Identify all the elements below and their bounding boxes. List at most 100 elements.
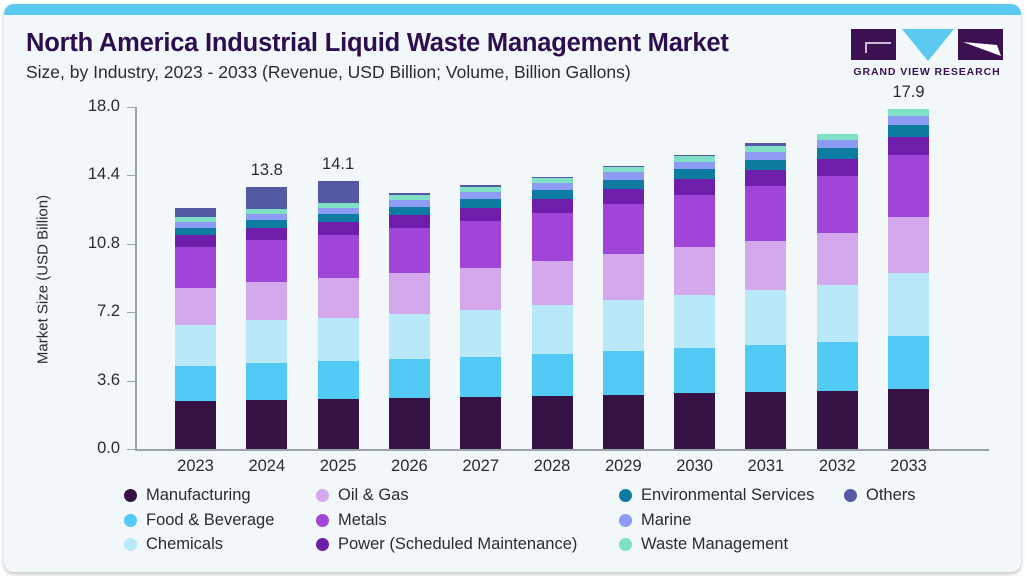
bar-segment[interactable] — [317, 317, 359, 362]
bar-segment[interactable] — [888, 335, 929, 389]
bar-segment[interactable] — [460, 356, 502, 398]
legend-item[interactable]: Food & Beverage — [124, 511, 274, 530]
bar-segment[interactable] — [388, 359, 430, 399]
bar-segment[interactable] — [602, 351, 644, 395]
bar-segment[interactable] — [175, 227, 216, 236]
bar-segment[interactable] — [602, 166, 644, 173]
bar-2029[interactable] — [602, 107, 644, 449]
bar-segment[interactable] — [816, 390, 858, 449]
bar-segment[interactable] — [246, 362, 288, 400]
bar-segment[interactable] — [745, 145, 787, 152]
bar-segment[interactable] — [531, 396, 573, 449]
bar-segment[interactable] — [816, 342, 858, 391]
bar-segment[interactable] — [745, 290, 787, 346]
bar-2030[interactable] — [674, 107, 716, 449]
bar-segment[interactable] — [602, 179, 644, 190]
bar-segment[interactable] — [246, 219, 288, 228]
bar-segment[interactable] — [531, 305, 573, 355]
bar-segment[interactable] — [531, 213, 573, 262]
bar-segment[interactable] — [745, 186, 787, 241]
bar-segment[interactable] — [602, 172, 644, 180]
bar-segment[interactable] — [816, 233, 858, 285]
bar-segment[interactable] — [460, 198, 502, 208]
bar-segment[interactable] — [460, 192, 502, 199]
bar-segment[interactable] — [674, 156, 716, 162]
bar-segment[interactable] — [317, 278, 359, 318]
bar-segment[interactable] — [674, 348, 716, 394]
bar-segment[interactable] — [388, 215, 430, 229]
bar-segment[interactable] — [531, 261, 573, 306]
bar-segment[interactable] — [317, 214, 359, 223]
bar-segment[interactable] — [175, 221, 216, 228]
bar-segment[interactable] — [246, 209, 288, 214]
bar-segment[interactable] — [388, 313, 430, 360]
bar-segment[interactable] — [246, 213, 288, 220]
bar-segment[interactable] — [816, 284, 858, 343]
bar-2028[interactable] — [531, 107, 573, 449]
bar-segment[interactable] — [888, 273, 929, 336]
bar-segment[interactable] — [531, 354, 573, 396]
bar-segment[interactable] — [388, 206, 430, 216]
bar-segment[interactable] — [674, 169, 716, 180]
bar-segment[interactable] — [317, 203, 359, 208]
bar-segment[interactable] — [175, 324, 216, 366]
bar-segment[interactable] — [745, 345, 787, 393]
bar-2023[interactable] — [175, 107, 216, 449]
legend-item[interactable]: Chemicals — [124, 535, 223, 554]
bar-segment[interactable] — [745, 159, 787, 170]
bar-segment[interactable] — [175, 207, 216, 218]
bar-segment[interactable] — [317, 361, 359, 400]
bar-segment[interactable] — [602, 300, 644, 352]
bar-segment[interactable] — [888, 124, 929, 137]
bar-segment[interactable] — [460, 207, 502, 222]
bar-segment[interactable] — [674, 161, 716, 170]
bar-segment[interactable] — [246, 282, 288, 321]
bar-segment[interactable] — [745, 169, 787, 187]
bar-segment[interactable] — [175, 400, 216, 449]
bar-segment[interactable] — [531, 182, 573, 190]
bar-segment[interactable] — [460, 309, 502, 357]
bar-segment[interactable] — [745, 143, 787, 146]
bar-segment[interactable] — [602, 254, 644, 301]
bar-segment[interactable] — [317, 235, 359, 279]
bar-segment[interactable] — [674, 247, 716, 296]
bar-segment[interactable] — [388, 192, 430, 196]
bar-segment[interactable] — [246, 240, 288, 283]
bar-segment[interactable] — [317, 181, 359, 204]
bar-2033[interactable] — [888, 107, 929, 449]
bar-segment[interactable] — [674, 194, 716, 248]
bar-segment[interactable] — [816, 134, 858, 141]
bar-segment[interactable] — [175, 235, 216, 248]
bar-segment[interactable] — [674, 393, 716, 449]
bar-segment[interactable] — [674, 295, 716, 349]
bar-2025[interactable] — [317, 107, 359, 449]
bar-segment[interactable] — [460, 187, 502, 192]
bar-segment[interactable] — [175, 287, 216, 325]
bar-2032[interactable] — [816, 107, 858, 449]
legend-item[interactable]: Marine — [619, 511, 691, 530]
legend-item[interactable]: Others — [844, 486, 916, 505]
legend-item[interactable]: Environmental Services — [619, 486, 814, 505]
bar-segment[interactable] — [175, 217, 216, 222]
bar-segment[interactable] — [246, 320, 288, 363]
bar-segment[interactable] — [888, 388, 929, 449]
legend-item[interactable]: Waste Management — [619, 535, 788, 554]
bar-segment[interactable] — [246, 227, 288, 241]
bar-segment[interactable] — [888, 109, 929, 116]
bar-segment[interactable] — [531, 198, 573, 214]
bar-segment[interactable] — [388, 200, 430, 207]
bar-2026[interactable] — [388, 107, 430, 449]
bar-segment[interactable] — [388, 398, 430, 449]
bar-segment[interactable] — [888, 216, 929, 274]
bar-segment[interactable] — [317, 222, 359, 236]
bar-segment[interactable] — [460, 221, 502, 268]
bar-segment[interactable] — [246, 399, 288, 449]
bar-segment[interactable] — [888, 136, 929, 155]
bar-segment[interactable] — [888, 115, 929, 125]
bar-2027[interactable] — [460, 107, 502, 449]
bar-segment[interactable] — [816, 148, 858, 160]
bar-segment[interactable] — [602, 189, 644, 204]
bar-segment[interactable] — [602, 165, 644, 167]
bar-segment[interactable] — [674, 154, 716, 157]
bar-segment[interactable] — [816, 159, 858, 177]
